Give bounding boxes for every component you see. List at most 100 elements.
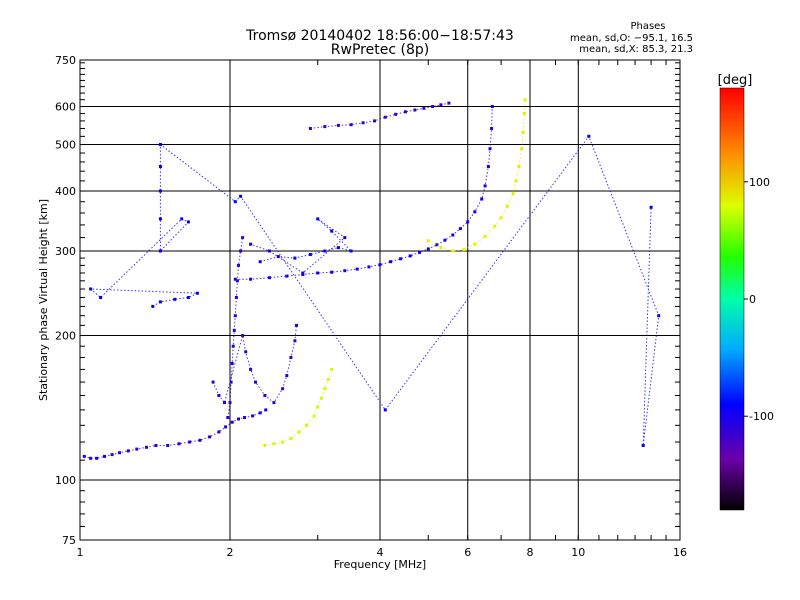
data-point	[272, 401, 276, 405]
data-point	[99, 296, 103, 299]
data-point	[180, 217, 184, 221]
y-axis-ticks: 75 100 200 300 400 500 600 750	[55, 54, 680, 547]
data-point	[263, 444, 267, 447]
y-tick-label: 400	[55, 185, 76, 198]
data-point	[249, 277, 253, 281]
data-point	[435, 243, 439, 247]
data-point	[281, 387, 285, 391]
data-point	[458, 227, 462, 231]
data-point	[272, 442, 276, 446]
data-point	[514, 179, 518, 183]
data-point	[473, 210, 477, 214]
data-point	[462, 248, 466, 252]
x-tick-label: 1	[77, 546, 84, 559]
colorbar-tick-label: 0	[749, 293, 756, 306]
data-point	[217, 430, 221, 434]
data-point	[289, 356, 293, 359]
data-point	[505, 204, 509, 208]
data-point	[237, 417, 240, 421]
data-point	[483, 184, 487, 188]
x-tick-label: 16	[673, 546, 687, 559]
data-point	[326, 378, 330, 381]
x-axis-ticks: 1 2 4 6 8 10 16	[77, 60, 687, 559]
data-point	[422, 106, 426, 110]
data-point	[499, 216, 503, 220]
data-point	[285, 274, 289, 278]
y-tick-label: 75	[62, 534, 76, 547]
trace-line	[89, 135, 660, 446]
chart-title: Tromsø 20140402 18:56:00−18:57:43	[245, 28, 514, 44]
data-point	[234, 296, 238, 299]
data-point	[394, 112, 398, 116]
data-point	[268, 249, 271, 253]
data-point	[249, 367, 253, 371]
data-point	[413, 108, 417, 112]
data-point	[408, 254, 412, 258]
data-point	[355, 267, 359, 271]
data-point	[473, 242, 477, 246]
data-point	[268, 276, 271, 280]
data-point	[293, 339, 297, 343]
data-point	[145, 445, 148, 449]
data-point	[404, 110, 407, 114]
data-point	[426, 239, 430, 243]
data-point	[330, 229, 334, 233]
y-tick-label: 100	[55, 474, 76, 487]
data-point	[230, 420, 234, 424]
data-point	[587, 134, 591, 138]
colorbar-tick-label: -100	[749, 410, 774, 423]
y-tick-label: 600	[55, 101, 76, 114]
data-point	[233, 314, 237, 318]
data-point	[89, 456, 93, 460]
data-point	[258, 260, 262, 264]
data-point	[188, 440, 192, 444]
data-point	[166, 444, 170, 447]
data-point	[103, 454, 106, 458]
data-point	[118, 451, 121, 455]
data-point	[378, 263, 382, 267]
data-point	[135, 447, 139, 451]
data-point	[223, 401, 226, 405]
data-point	[418, 250, 421, 254]
data-point	[520, 147, 524, 151]
data-point	[289, 437, 293, 441]
data-point	[483, 234, 487, 238]
data-point	[316, 405, 320, 409]
data-point	[158, 249, 162, 253]
data-point	[230, 361, 234, 365]
data-point	[466, 220, 470, 224]
data-point	[330, 367, 334, 371]
data-point	[443, 238, 447, 242]
data-point	[89, 287, 93, 291]
data-point	[308, 253, 312, 256]
x-tick-label: 4	[377, 546, 384, 559]
data-point	[226, 416, 230, 419]
data-point	[224, 425, 228, 429]
data-point	[211, 380, 215, 384]
data-point	[158, 165, 162, 168]
data-point	[323, 387, 327, 391]
data-point	[431, 105, 435, 108]
x-tick-label: 2	[227, 546, 234, 559]
data-point	[439, 246, 443, 250]
data-point	[217, 394, 221, 397]
data-point	[241, 236, 245, 240]
trace-line	[428, 99, 526, 252]
info-heading: Phases	[630, 21, 665, 32]
data-point	[523, 112, 526, 116]
info-line-o: mean, sd,O: −95.1, 16.5	[570, 33, 693, 44]
data-point	[244, 350, 248, 354]
data-point	[195, 291, 199, 295]
data-point	[511, 192, 515, 196]
trace-line	[227, 237, 244, 418]
data-point	[367, 265, 371, 269]
data-point	[233, 200, 237, 204]
data-point	[649, 205, 653, 209]
data-point	[490, 105, 494, 108]
data-point	[276, 255, 280, 259]
data-point	[383, 115, 387, 119]
data-point	[323, 249, 327, 253]
data-point	[361, 121, 365, 125]
data-point	[239, 249, 243, 253]
chart-subtitle: RwPretec (8p)	[331, 42, 429, 58]
